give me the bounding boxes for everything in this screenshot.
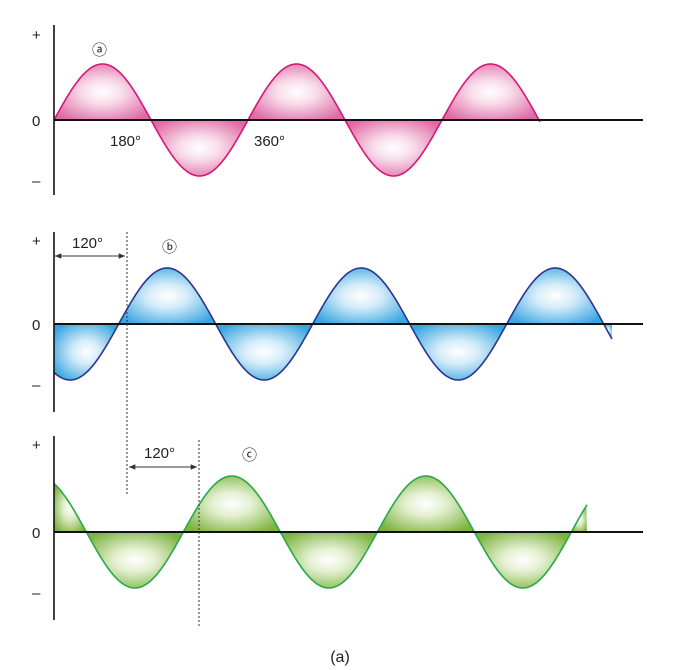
panel-a-plus-label: + [32,27,41,44]
panel-b-lobe [54,324,119,380]
panel-b: + 0 – ⓑ 120° [32,232,643,494]
panel-b-minus-label: – [32,377,41,394]
panel-b-lobe [506,268,604,324]
panel-b-shift-label: 120° [72,235,103,252]
panel-c-marker: ⓒ [242,447,257,464]
panel-a-lobe [442,64,539,120]
panel-a-180-label: 180° [110,133,141,150]
panel-b-marker: ⓑ [162,239,177,256]
panel-a-lobe [248,64,345,120]
panel-a-360-label: 360° [254,133,285,150]
panel-b-zero-label: 0 [32,317,40,334]
panel-b-lobe [409,324,507,380]
panel-c-lobe [86,532,184,588]
panel-a: + 0 – ⓐ 180° 360° [32,25,643,195]
panel-a-zero-label: 0 [32,113,40,130]
panel-b-plus-label: + [32,233,41,250]
panel-c: + 0 – ⓒ 120° [32,436,643,626]
panel-c-minus-label: – [32,585,41,602]
panel-c-lobe [280,532,378,588]
panel-b-lobe [215,324,313,380]
panel-c-zero-label: 0 [32,525,40,542]
panel-a-lobe [345,120,442,176]
panel-c-lobes [54,476,587,588]
panel-c-lobe [474,532,572,588]
panel-a-marker: ⓐ [92,42,107,59]
panel-c-plus-label: + [32,437,41,454]
panel-c-lobe [54,483,87,532]
panel-a-minus-label: – [32,173,41,190]
panel-a-lobe [54,64,151,120]
panel-c-shift-label: 120° [144,445,175,462]
panel-b-lobe [312,268,410,324]
panel-b-wave-curve [53,267,613,381]
figure-caption: (a) [330,649,350,666]
panel-b-lobes [54,268,612,380]
panel-a-lobe [151,120,248,176]
panel-a-wave-curve [53,63,541,177]
panel-a-lobes [54,64,540,176]
panel-c-wave-curve [53,475,588,589]
panel-c-lobe [377,476,475,532]
panel-c-lobe [183,476,281,532]
panel-b-lobe [118,268,216,324]
